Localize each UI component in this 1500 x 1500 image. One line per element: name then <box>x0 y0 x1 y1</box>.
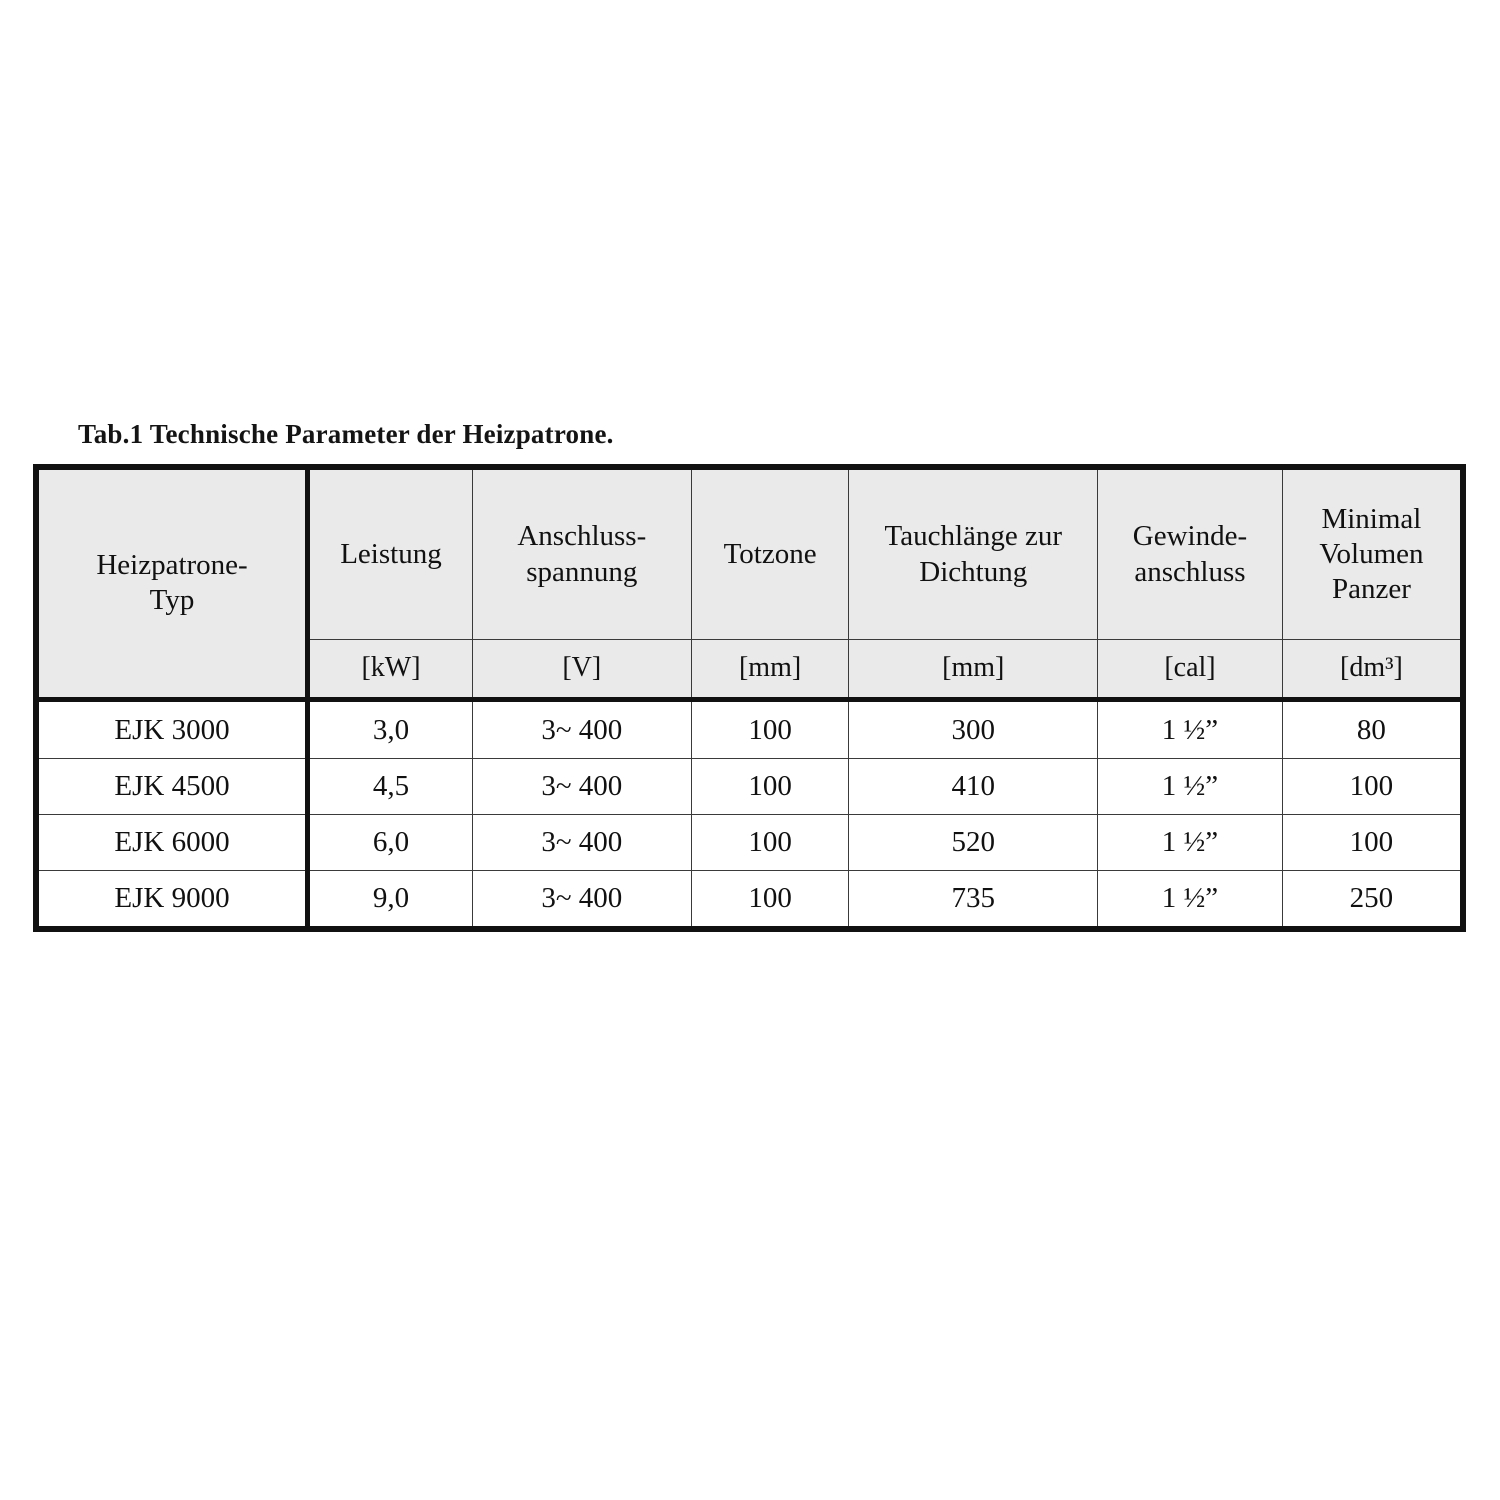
header-line-1: Gewinde- <box>1132 520 1248 553</box>
unit-cell-leistung: [kW] <box>307 639 473 702</box>
header-cell-tauchlaenge: Tauchlänge zur Dichtung <box>848 470 1099 641</box>
table-row: EJK 4500 4,5 3~ 400 100 410 1 ½” 100 <box>39 757 1460 816</box>
cell-minimal-volumen: 100 <box>1281 814 1460 872</box>
unit-cell-minimal-volumen: [dm³] <box>1281 639 1460 702</box>
cell-typ: EJK 6000 <box>39 814 311 872</box>
cell-gewindeanschluss: 1 ½” <box>1097 698 1283 759</box>
header-line-3: Panzer <box>1331 573 1411 606</box>
header-line-2: Volumen <box>1319 538 1424 571</box>
cell-leistung: 9,0 <box>307 870 473 926</box>
cell-tauchlaenge: 520 <box>848 814 1099 872</box>
cell-totzone: 100 <box>690 814 850 872</box>
header-line-1: Totzone <box>723 538 817 571</box>
cell-leistung: 3,0 <box>307 698 473 759</box>
header-cell-anschlussspannung: Anschluss- spannung <box>471 470 692 641</box>
header-line-2: spannung <box>526 555 638 588</box>
header-line-1: Tauchlänge zur <box>884 520 1063 553</box>
header-cell-minimal-volumen-panzer: Minimal Volumen Panzer <box>1281 470 1460 641</box>
table-header-row-names: Heizpatrone- Typ Leistung Anschluss- spa… <box>39 470 1460 702</box>
table-header-row-units: [kW] [V] [mm] [mm] [cal] [dm³] <box>39 639 1460 702</box>
cell-tauchlaenge: 300 <box>848 698 1099 759</box>
cell-tauchlaenge: 735 <box>848 870 1099 926</box>
table-caption: Tab.1 Technische Parameter der Heizpatro… <box>78 419 614 449</box>
cell-leistung: 6,0 <box>307 814 473 872</box>
cell-gewindeanschluss: 1 ½” <box>1097 870 1283 926</box>
cell-anschlussspannung: 3~ 400 <box>471 870 692 926</box>
header-line-2: Dichtung <box>919 555 1028 588</box>
cell-gewindeanschluss: 1 ½” <box>1097 814 1283 872</box>
header-line-1: Leistung <box>340 538 442 571</box>
parameter-table: Heizpatrone- Typ Leistung Anschluss- spa… <box>39 470 1460 926</box>
header-cell-totzone: Totzone <box>690 470 850 641</box>
cell-anschlussspannung: 3~ 400 <box>471 814 692 872</box>
cell-anschlussspannung: 3~ 400 <box>471 698 692 759</box>
header-cell-leistung: Leistung <box>307 470 473 641</box>
header-cell-gewindeanschluss: Gewinde- anschluss <box>1097 470 1283 641</box>
unit-cell-anschlussspannung: [V] <box>471 639 692 702</box>
unit-cell-gewindeanschluss: [cal] <box>1097 639 1283 702</box>
cell-gewindeanschluss: 1 ½” <box>1097 757 1283 816</box>
header-line-1: Minimal <box>1321 502 1422 535</box>
header-line-1: Heizpatrone- <box>96 548 248 581</box>
table-row: EJK 3000 3,0 3~ 400 100 300 1 ½” 80 <box>39 698 1460 759</box>
header-line-1: Anschluss- <box>517 520 647 553</box>
cell-tauchlaenge: 410 <box>848 757 1099 816</box>
cell-typ: EJK 4500 <box>39 757 311 816</box>
table-row: EJK 9000 9,0 3~ 400 100 735 1 ½” 250 <box>39 870 1460 926</box>
parameter-table-frame: Heizpatrone- Typ Leistung Anschluss- spa… <box>33 464 1466 932</box>
cell-typ: EJK 9000 <box>39 870 311 926</box>
table-row: EJK 6000 6,0 3~ 400 100 520 1 ½” 100 <box>39 814 1460 872</box>
unit-cell-totzone: [mm] <box>690 639 850 702</box>
cell-minimal-volumen: 80 <box>1281 698 1460 759</box>
cell-totzone: 100 <box>690 757 850 816</box>
header-cell-heizpatrone-typ: Heizpatrone- Typ <box>39 470 311 702</box>
cell-minimal-volumen: 250 <box>1281 870 1460 926</box>
cell-minimal-volumen: 100 <box>1281 757 1460 816</box>
cell-anschlussspannung: 3~ 400 <box>471 757 692 816</box>
cell-totzone: 100 <box>690 698 850 759</box>
cell-leistung: 4,5 <box>307 757 473 816</box>
header-line-2: Typ <box>149 584 195 617</box>
cell-typ: EJK 3000 <box>39 698 311 759</box>
header-line-2: anschluss <box>1134 555 1246 588</box>
unit-cell-tauchlaenge: [mm] <box>848 639 1099 702</box>
cell-totzone: 100 <box>690 870 850 926</box>
